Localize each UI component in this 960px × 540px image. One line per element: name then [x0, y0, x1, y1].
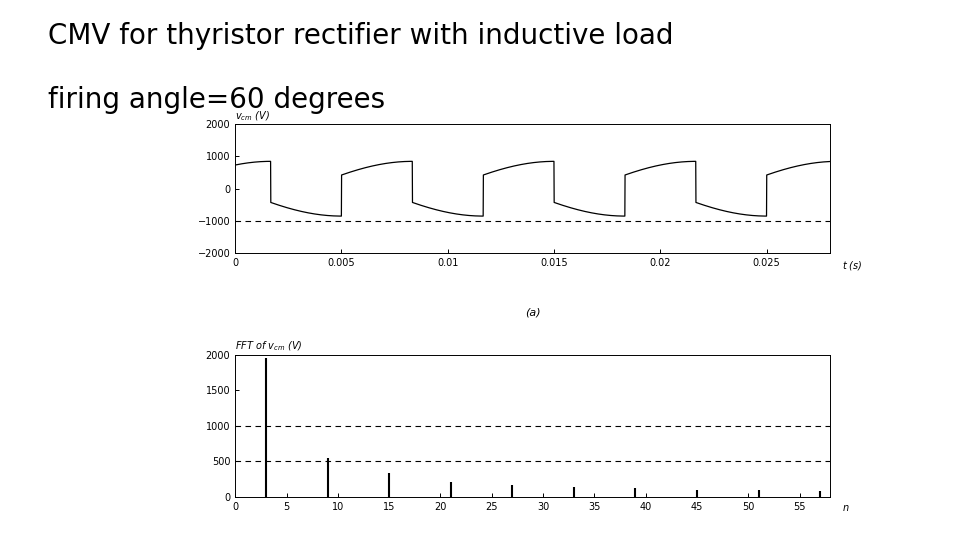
- Text: (a): (a): [525, 308, 540, 318]
- Text: $n$: $n$: [842, 503, 850, 513]
- Text: firing angle=60 degrees: firing angle=60 degrees: [48, 86, 385, 114]
- Text: $t$ (s): $t$ (s): [842, 259, 863, 272]
- Text: $FFT\ of\ v_{cm}$ (V): $FFT\ of\ v_{cm}$ (V): [235, 339, 303, 353]
- Text: CMV for thyristor rectifier with inductive load: CMV for thyristor rectifier with inducti…: [48, 22, 674, 50]
- Text: $v_{cm}$ (V): $v_{cm}$ (V): [235, 109, 270, 123]
